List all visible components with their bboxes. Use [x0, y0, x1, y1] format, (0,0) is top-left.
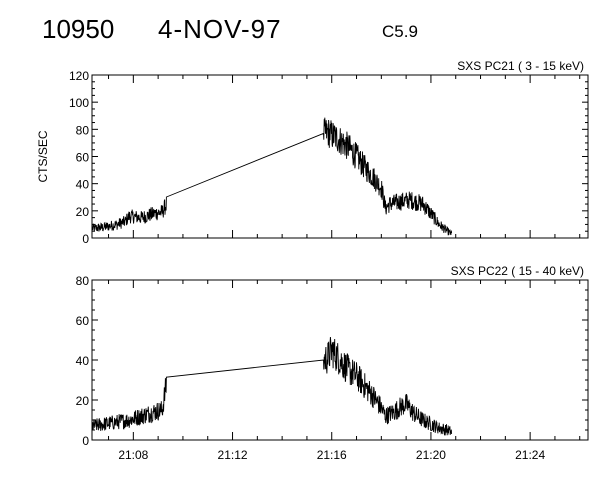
- y-tick-label-1-40: 40: [76, 178, 90, 192]
- y-tick-label-2-40: 40: [76, 354, 90, 368]
- series-line-1-1: [91, 117, 453, 236]
- x-tick-label-2108: 21:08: [118, 448, 148, 462]
- event-id: 10950: [42, 14, 115, 44]
- y-axis-label-1: CTS/SEC: [36, 130, 50, 182]
- y-tick-label-2-80: 80: [76, 274, 90, 288]
- y-tick-label-2-0: 0: [82, 434, 89, 448]
- x-tick-label-2124: 21:24: [515, 448, 545, 462]
- y-tick-label-1-80: 80: [76, 123, 90, 137]
- y-tick-label-2-20: 20: [76, 394, 90, 408]
- y-tick-label-1-0: 0: [82, 232, 89, 246]
- y-tick-label-1-120: 120: [69, 69, 89, 83]
- panel-title-2: SXS PC22 ( 15 - 40 keV): [451, 264, 584, 278]
- y-tick-label-2-60: 60: [76, 314, 90, 328]
- x-tick-label-2112: 21:12: [218, 448, 248, 462]
- y-tick-label-1-60: 60: [76, 151, 90, 165]
- y-tick-label-1-100: 100: [69, 96, 89, 110]
- series-line-2-1: [91, 336, 453, 436]
- event-date: 4-NOV-97: [158, 14, 282, 44]
- x-tick-label-2120: 21:20: [416, 448, 446, 462]
- y-tick-label-1-20: 20: [76, 205, 90, 219]
- plot-frame-1: [91, 74, 589, 239]
- x-tick-label-2116: 21:16: [317, 448, 347, 462]
- panel-title-1: SXS PC21 ( 3 - 15 keV): [457, 59, 584, 73]
- flare-class: C5.9: [382, 22, 418, 41]
